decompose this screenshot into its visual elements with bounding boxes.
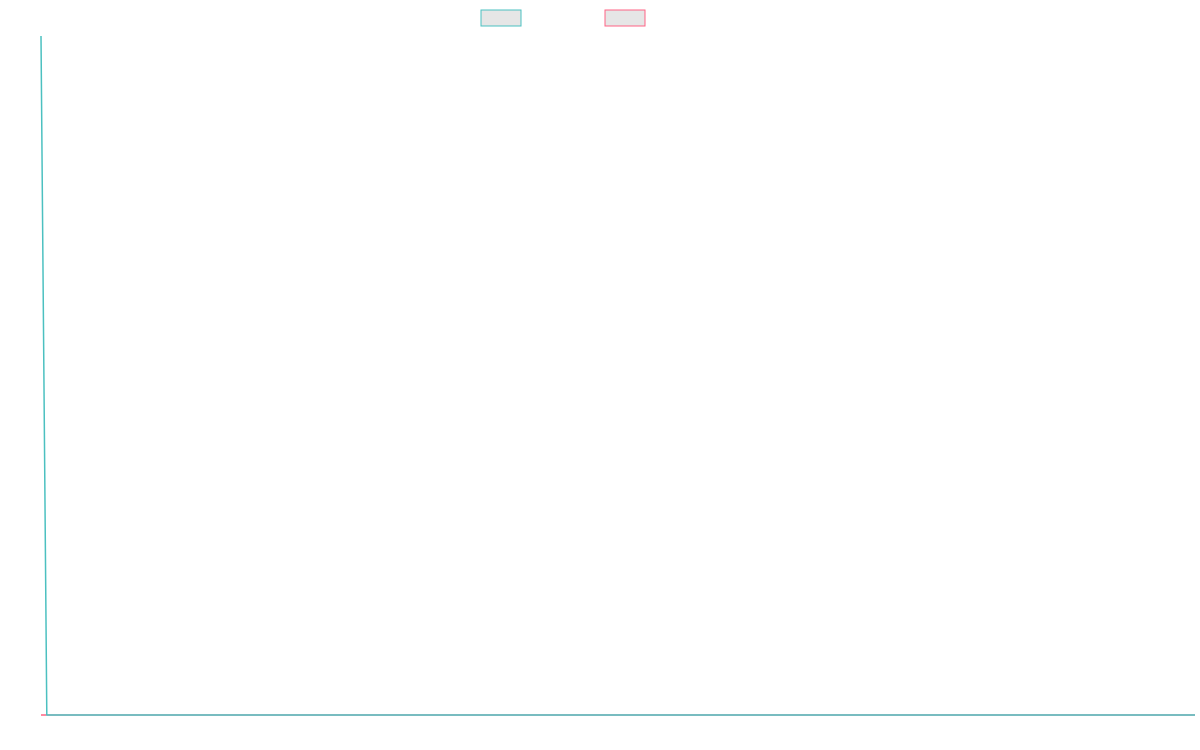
series-line-1	[40, 35, 1195, 716]
plot-area	[40, 35, 1195, 716]
legend-item-series-2[interactable]	[604, 9, 646, 27]
chart-legend	[480, 9, 646, 27]
legend-item-series-1[interactable]	[480, 9, 522, 27]
legend-swatch-series-1	[480, 9, 522, 27]
legend-swatch-series-2	[604, 9, 646, 27]
